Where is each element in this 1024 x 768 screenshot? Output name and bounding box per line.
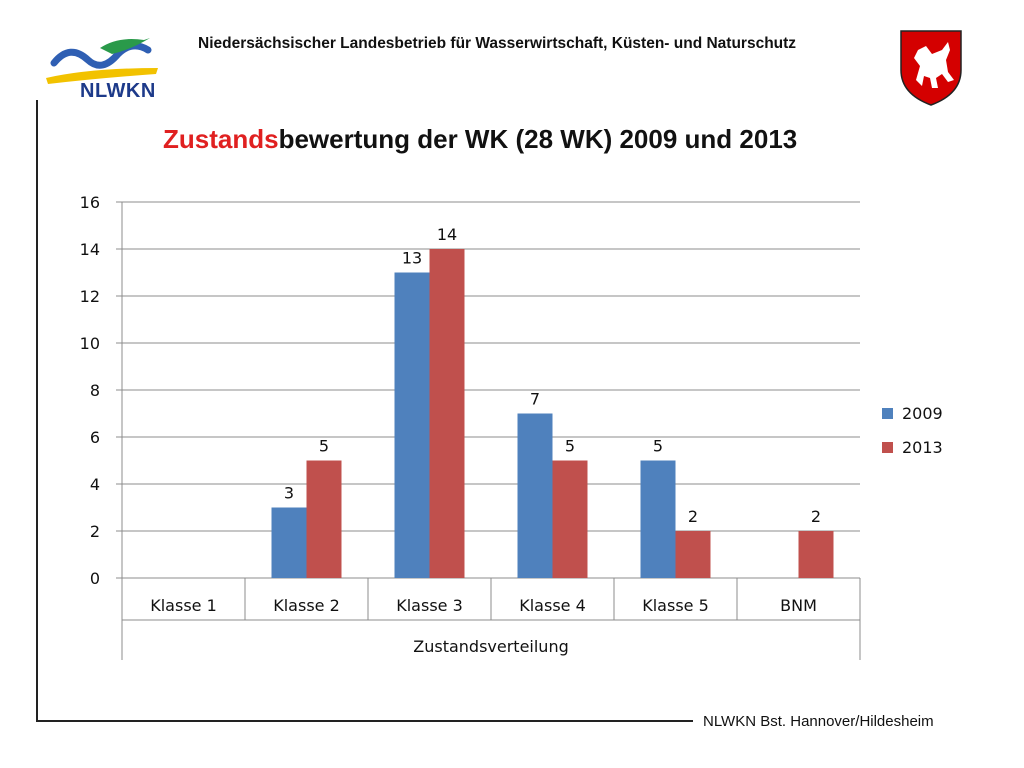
y-tick-label: 10 <box>80 334 100 353</box>
legend-swatch-2013 <box>882 441 893 453</box>
x-tick-label: Klasse 3 <box>396 596 463 615</box>
y-tick-label: 8 <box>90 381 100 400</box>
legend-label-2009: 2009 <box>902 403 943 423</box>
legend-swatch-2009 <box>882 407 893 419</box>
footer-text: NLWKN Bst. Hannover/Hildesheim <box>703 713 934 730</box>
x-tick-label: Klasse 1 <box>150 596 217 615</box>
bar-2013 <box>552 460 588 578</box>
nlwkn-logo <box>40 28 170 108</box>
bottom-frame-line <box>36 720 693 722</box>
data-label-2009: 5 <box>653 437 663 456</box>
data-label-2013: 5 <box>319 437 329 456</box>
title-rest: bewertung der WK (28 WK) 2009 und 2013 <box>278 124 798 154</box>
y-tick-label: 12 <box>80 287 100 306</box>
bar-2013 <box>675 531 711 578</box>
legend-label-2013: 2013 <box>902 437 943 457</box>
data-label-2013: 2 <box>811 507 821 526</box>
data-label-2009: 13 <box>402 249 422 268</box>
bar-2009 <box>394 272 430 578</box>
data-label-2009: 7 <box>530 390 540 409</box>
chart-title: Zustandsbewertung der WK (28 WK) 2009 un… <box>0 124 1024 155</box>
y-tick-label: 16 <box>80 193 100 212</box>
x-tick-label: BNM <box>780 596 817 615</box>
data-label-2013: 5 <box>565 437 575 456</box>
chart-legend: 2009 2013 <box>882 396 943 464</box>
legend-item-2013: 2013 <box>882 430 943 464</box>
lower-saxony-crest-icon <box>898 28 964 108</box>
legend-item-2009: 2009 <box>882 396 943 430</box>
y-tick-label: 2 <box>90 522 100 541</box>
organization-name: Niedersächsischer Landesbetrieb für Wass… <box>198 35 797 52</box>
bar-2009 <box>517 413 553 578</box>
bar-2013 <box>306 460 342 578</box>
data-label-2013: 14 <box>437 225 457 244</box>
bar-2009 <box>640 460 676 578</box>
data-label-2009: 3 <box>284 484 294 503</box>
logo-text: NLWKN <box>80 80 156 102</box>
y-tick-label: 6 <box>90 428 100 447</box>
y-tick-label: 0 <box>90 569 100 588</box>
x-tick-label: Klasse 2 <box>273 596 340 615</box>
left-frame-line <box>36 100 38 722</box>
data-label-2013: 2 <box>688 507 698 526</box>
title-highlight: Zustands <box>163 124 279 154</box>
x-tick-label: Klasse 5 <box>642 596 709 615</box>
x-tick-label: Klasse 4 <box>519 596 586 615</box>
y-tick-label: 14 <box>80 240 100 259</box>
y-tick-label: 4 <box>90 475 100 494</box>
x-axis-group-label: Zustandsverteilung <box>413 637 568 656</box>
bar-2013 <box>429 249 465 578</box>
bar-2009 <box>271 507 307 578</box>
bar-2013 <box>798 531 834 578</box>
